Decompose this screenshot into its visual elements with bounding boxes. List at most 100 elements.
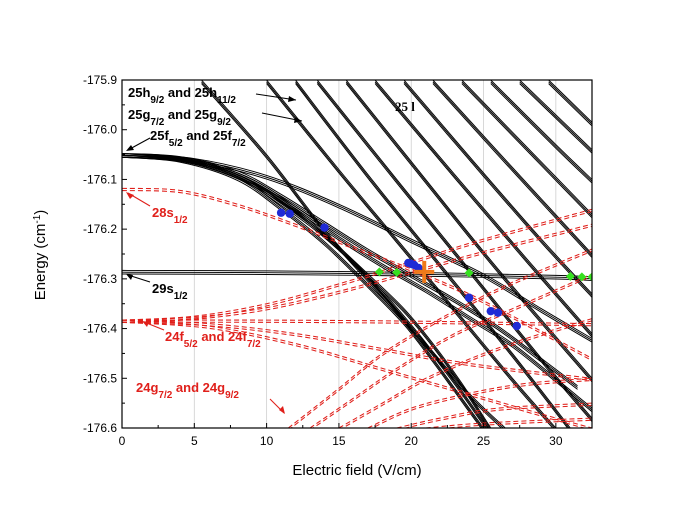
red-series-line-26 xyxy=(309,273,592,428)
label-25g: 25g7/2 and 25g9/2 xyxy=(128,107,231,128)
black-series-line-10 xyxy=(316,81,592,421)
arrow-25h-head xyxy=(288,96,296,102)
x-tick-label: 30 xyxy=(549,434,563,448)
black-series-line-12 xyxy=(374,80,592,334)
arrow-28s-head xyxy=(126,192,134,199)
red-series-line-24 xyxy=(122,319,592,428)
black-series-line-14 xyxy=(432,80,592,255)
arrow-29s-head xyxy=(126,274,133,280)
black-series-line-13 xyxy=(403,80,592,295)
y-tick-label: -176.6 xyxy=(83,421,117,435)
black-series-line-7 xyxy=(201,81,505,428)
label-28s: 28s1/2 xyxy=(152,205,188,226)
blue-marker xyxy=(285,209,294,218)
black-series-line-16 xyxy=(490,83,592,184)
black-series-line-13 xyxy=(403,83,592,298)
x-tick-label: 5 xyxy=(191,434,198,448)
label-24g: 24g7/2 and 24g9/2 xyxy=(136,380,239,401)
y-tick-label: -176.4 xyxy=(83,322,117,336)
black-series-line-11 xyxy=(345,80,592,379)
black-series-line-17 xyxy=(519,81,592,152)
black-series-line-17 xyxy=(519,83,592,154)
red-series-line-23 xyxy=(122,321,592,382)
arrow-25f-head xyxy=(126,145,134,151)
green-marker xyxy=(587,272,592,282)
red-series-line-30 xyxy=(425,417,592,428)
marker-group xyxy=(276,208,592,331)
arrow-24g-head xyxy=(279,406,285,414)
black-series-line-15 xyxy=(461,83,592,219)
series-group xyxy=(122,80,592,428)
black-series-line-12 xyxy=(374,83,592,338)
red-series-line-25 xyxy=(287,248,592,428)
y-tick-label: -176.5 xyxy=(83,371,117,385)
red-series-line-19 xyxy=(122,187,592,359)
black-series-line-10 xyxy=(316,83,592,422)
black-series-line-13 xyxy=(403,81,592,296)
y-axis-title: Energy (cm-1) xyxy=(32,210,50,301)
black-series-line-1 xyxy=(122,153,592,409)
grid-lines xyxy=(193,80,557,428)
red-series-line-19 xyxy=(122,190,592,362)
red-series-line-24 xyxy=(122,321,586,428)
black-series-line-9 xyxy=(295,80,571,428)
red-series-line-28 xyxy=(367,377,592,428)
black-series-line-9 xyxy=(295,83,569,428)
black-series-line-6 xyxy=(122,273,592,281)
y-tick-label: -176.0 xyxy=(83,123,117,137)
blue-marker xyxy=(486,306,495,316)
black-series-line-15 xyxy=(461,81,592,217)
label-25f: 25f5/2 and 25f7/2 xyxy=(150,128,246,149)
y-tick-label: -176.3 xyxy=(83,272,117,286)
black-series-line-16 xyxy=(490,80,592,180)
x-tick-label: 10 xyxy=(260,434,274,448)
red-series-line-28 xyxy=(371,379,592,428)
red-series-line-23 xyxy=(122,319,592,379)
y-tick-label: -176.1 xyxy=(83,172,117,186)
black-series-line-15 xyxy=(461,80,592,215)
x-axis-title: Electric field (V/cm) xyxy=(292,462,421,479)
y-tick-label: -175.9 xyxy=(83,73,117,87)
red-series-line-21 xyxy=(122,208,592,321)
black-series-line-14 xyxy=(432,83,592,258)
blue-marker xyxy=(276,208,286,217)
black-series-line-10 xyxy=(316,80,592,419)
arrow-25g-head xyxy=(294,117,302,123)
black-series-line-5 xyxy=(122,156,592,343)
black-series-line-17 xyxy=(519,80,592,150)
annotation-arrows xyxy=(126,93,303,414)
x-tick-label: 20 xyxy=(405,434,419,448)
label-29s: 29s1/2 xyxy=(152,281,188,302)
black-series-line-18 xyxy=(548,80,592,123)
blue-marker xyxy=(512,321,521,331)
label-25l: 25 l xyxy=(395,99,415,114)
red-series-line-21 xyxy=(122,210,592,323)
black-series-line-11 xyxy=(345,81,592,381)
red-series-line-29 xyxy=(396,402,592,428)
green-marker xyxy=(464,268,474,278)
x-tick-label: 25 xyxy=(477,434,491,448)
blue-marker xyxy=(464,293,474,302)
y-tick-label: -176.2 xyxy=(83,222,117,236)
red-series-line-26 xyxy=(312,275,592,428)
red-series-line-27 xyxy=(338,318,592,428)
black-series-line-16 xyxy=(490,81,592,182)
arrow-24f-head xyxy=(142,321,149,327)
black-series-line-18 xyxy=(548,83,592,127)
red-series-line-29 xyxy=(403,404,592,428)
x-tick-label: 15 xyxy=(332,434,346,448)
red-series-line-22 xyxy=(122,225,592,323)
red-series-line-25 xyxy=(290,250,592,428)
black-series-line-12 xyxy=(374,81,592,336)
black-series-line-7 xyxy=(201,80,506,428)
black-series-line-14 xyxy=(432,81,592,257)
red-series-line-27 xyxy=(341,320,592,428)
black-series-line-3 xyxy=(122,156,482,428)
green-marker xyxy=(374,267,384,277)
axis-ticks: 0 5 10 15 20 25 30 -176.6 -176.5 -176.4 -176.3 -176… xyxy=(83,73,563,448)
red-series-line-30 xyxy=(442,419,592,428)
x-tick-label: 0 xyxy=(119,434,126,448)
green-marker xyxy=(577,272,587,282)
black-series-line-5 xyxy=(122,154,592,341)
